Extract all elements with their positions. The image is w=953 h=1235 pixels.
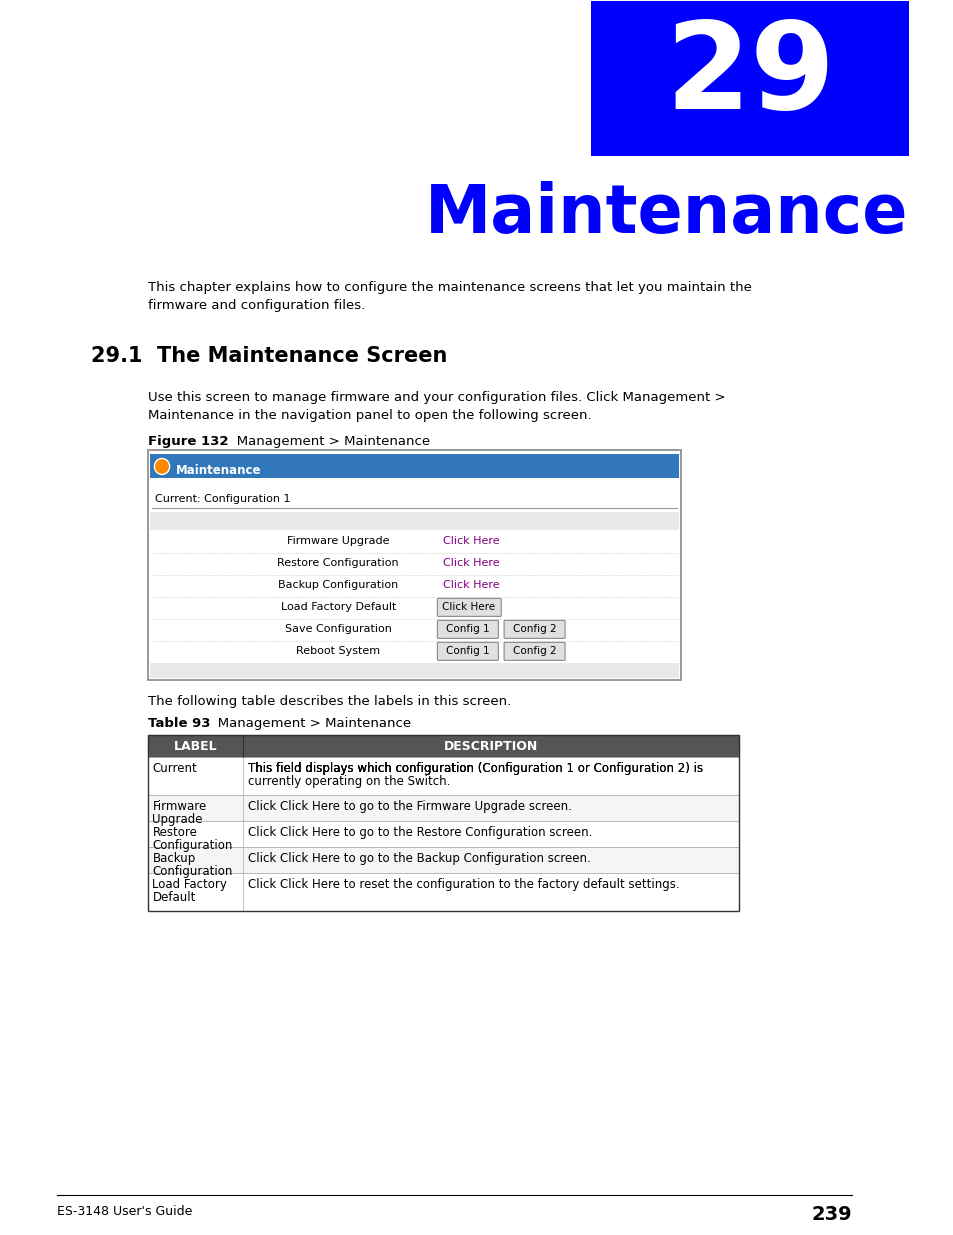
Text: Current: Configuration 1: Current: Configuration 1 [155,494,291,504]
Text: Maintenance: Maintenance [425,180,908,247]
Text: This chapter explains how to configure the maintenance screens that let you main: This chapter explains how to configure t… [148,280,751,294]
FancyBboxPatch shape [436,620,497,638]
Text: This field displays which configuration (: This field displays which configuration … [248,762,481,776]
Text: currently operating on the Switch.: currently operating on the Switch. [248,776,450,788]
Bar [150,454,679,478]
Text: LABEL: LABEL [173,740,217,753]
Text: Backup: Backup [152,852,195,866]
Text: Table 93: Table 93 [148,718,210,730]
Text: Configuration: Configuration [152,840,233,852]
Bar [148,795,738,821]
Text: Click Here: Click Here [442,536,499,546]
Text: Configuration: Configuration [152,866,233,878]
Text: Upgrade: Upgrade [152,814,203,826]
Text: Click Click Here to go to the Backup Configuration screen.: Click Click Here to go to the Backup Con… [248,852,590,866]
Bar [148,821,738,847]
Text: firmware and configuration files.: firmware and configuration files. [148,299,365,311]
Text: 29.1  The Maintenance Screen: 29.1 The Maintenance Screen [91,346,446,366]
Text: Firmware: Firmware [152,800,207,814]
Text: Config 1: Config 1 [446,646,489,656]
Text: Click Click Here to reset the configuration to the factory default settings.: Click Click Here to reset the configurat… [248,878,679,892]
Text: Figure 132: Figure 132 [148,436,228,448]
Text: Firmware Upgrade: Firmware Upgrade [287,536,389,546]
Text: Load Factory: Load Factory [152,878,227,892]
Bar [148,847,738,873]
Text: 239: 239 [810,1205,851,1224]
FancyBboxPatch shape [436,599,500,616]
FancyBboxPatch shape [503,620,564,638]
Text: Click Click Here to go to the Restore Configuration screen.: Click Click Here to go to the Restore Co… [248,826,592,840]
Text: Management > Maintenance: Management > Maintenance [205,718,411,730]
Text: Click Here: Click Here [442,603,495,613]
Text: Reboot System: Reboot System [296,646,380,656]
Text: Config 2: Config 2 [513,646,556,656]
Text: Management > Maintenance: Management > Maintenance [224,436,430,448]
FancyBboxPatch shape [436,642,497,661]
Text: This field displays which configuration (Configuration 1 or Configuration 2) is: This field displays which configuration … [248,762,702,776]
Text: Restore Configuration: Restore Configuration [277,558,398,568]
Text: DESCRIPTION: DESCRIPTION [443,740,537,753]
Bar [590,1,908,156]
Circle shape [154,458,170,474]
Text: Default: Default [152,892,195,904]
Text: Click Here: Click Here [442,558,499,568]
Bar [148,735,738,757]
Text: Restore: Restore [152,826,197,840]
FancyBboxPatch shape [503,642,564,661]
Bar [148,735,738,911]
Bar [148,757,738,795]
Bar [150,663,679,678]
Text: 29: 29 [664,17,834,135]
Bar [148,873,738,911]
Bar [150,513,679,530]
Text: This field displays which configuration (Configuration 1 or Configuration 2) is: This field displays which configuration … [248,762,702,776]
Text: Click Here: Click Here [442,580,499,590]
Text: Config 1: Config 1 [446,625,489,635]
Bar [148,451,680,680]
Text: Backup Configuration: Backup Configuration [278,580,398,590]
Text: Load Factory Default: Load Factory Default [280,603,395,613]
Text: ES-3148 User's Guide: ES-3148 User's Guide [57,1205,193,1218]
Text: Maintenance in the navigation panel to open the following screen.: Maintenance in the navigation panel to o… [148,409,591,421]
Text: Click Click Here to go to the Firmware Upgrade screen.: Click Click Here to go to the Firmware U… [248,800,571,814]
Text: Use this screen to manage firmware and your configuration files. Click Managemen: Use this screen to manage firmware and y… [148,390,724,404]
Text: Current: Current [152,762,197,776]
Text: The following table describes the labels in this screen.: The following table describes the labels… [148,695,511,709]
Text: Save Configuration: Save Configuration [285,625,392,635]
Text: Config 2: Config 2 [513,625,556,635]
Text: Maintenance: Maintenance [176,464,261,477]
